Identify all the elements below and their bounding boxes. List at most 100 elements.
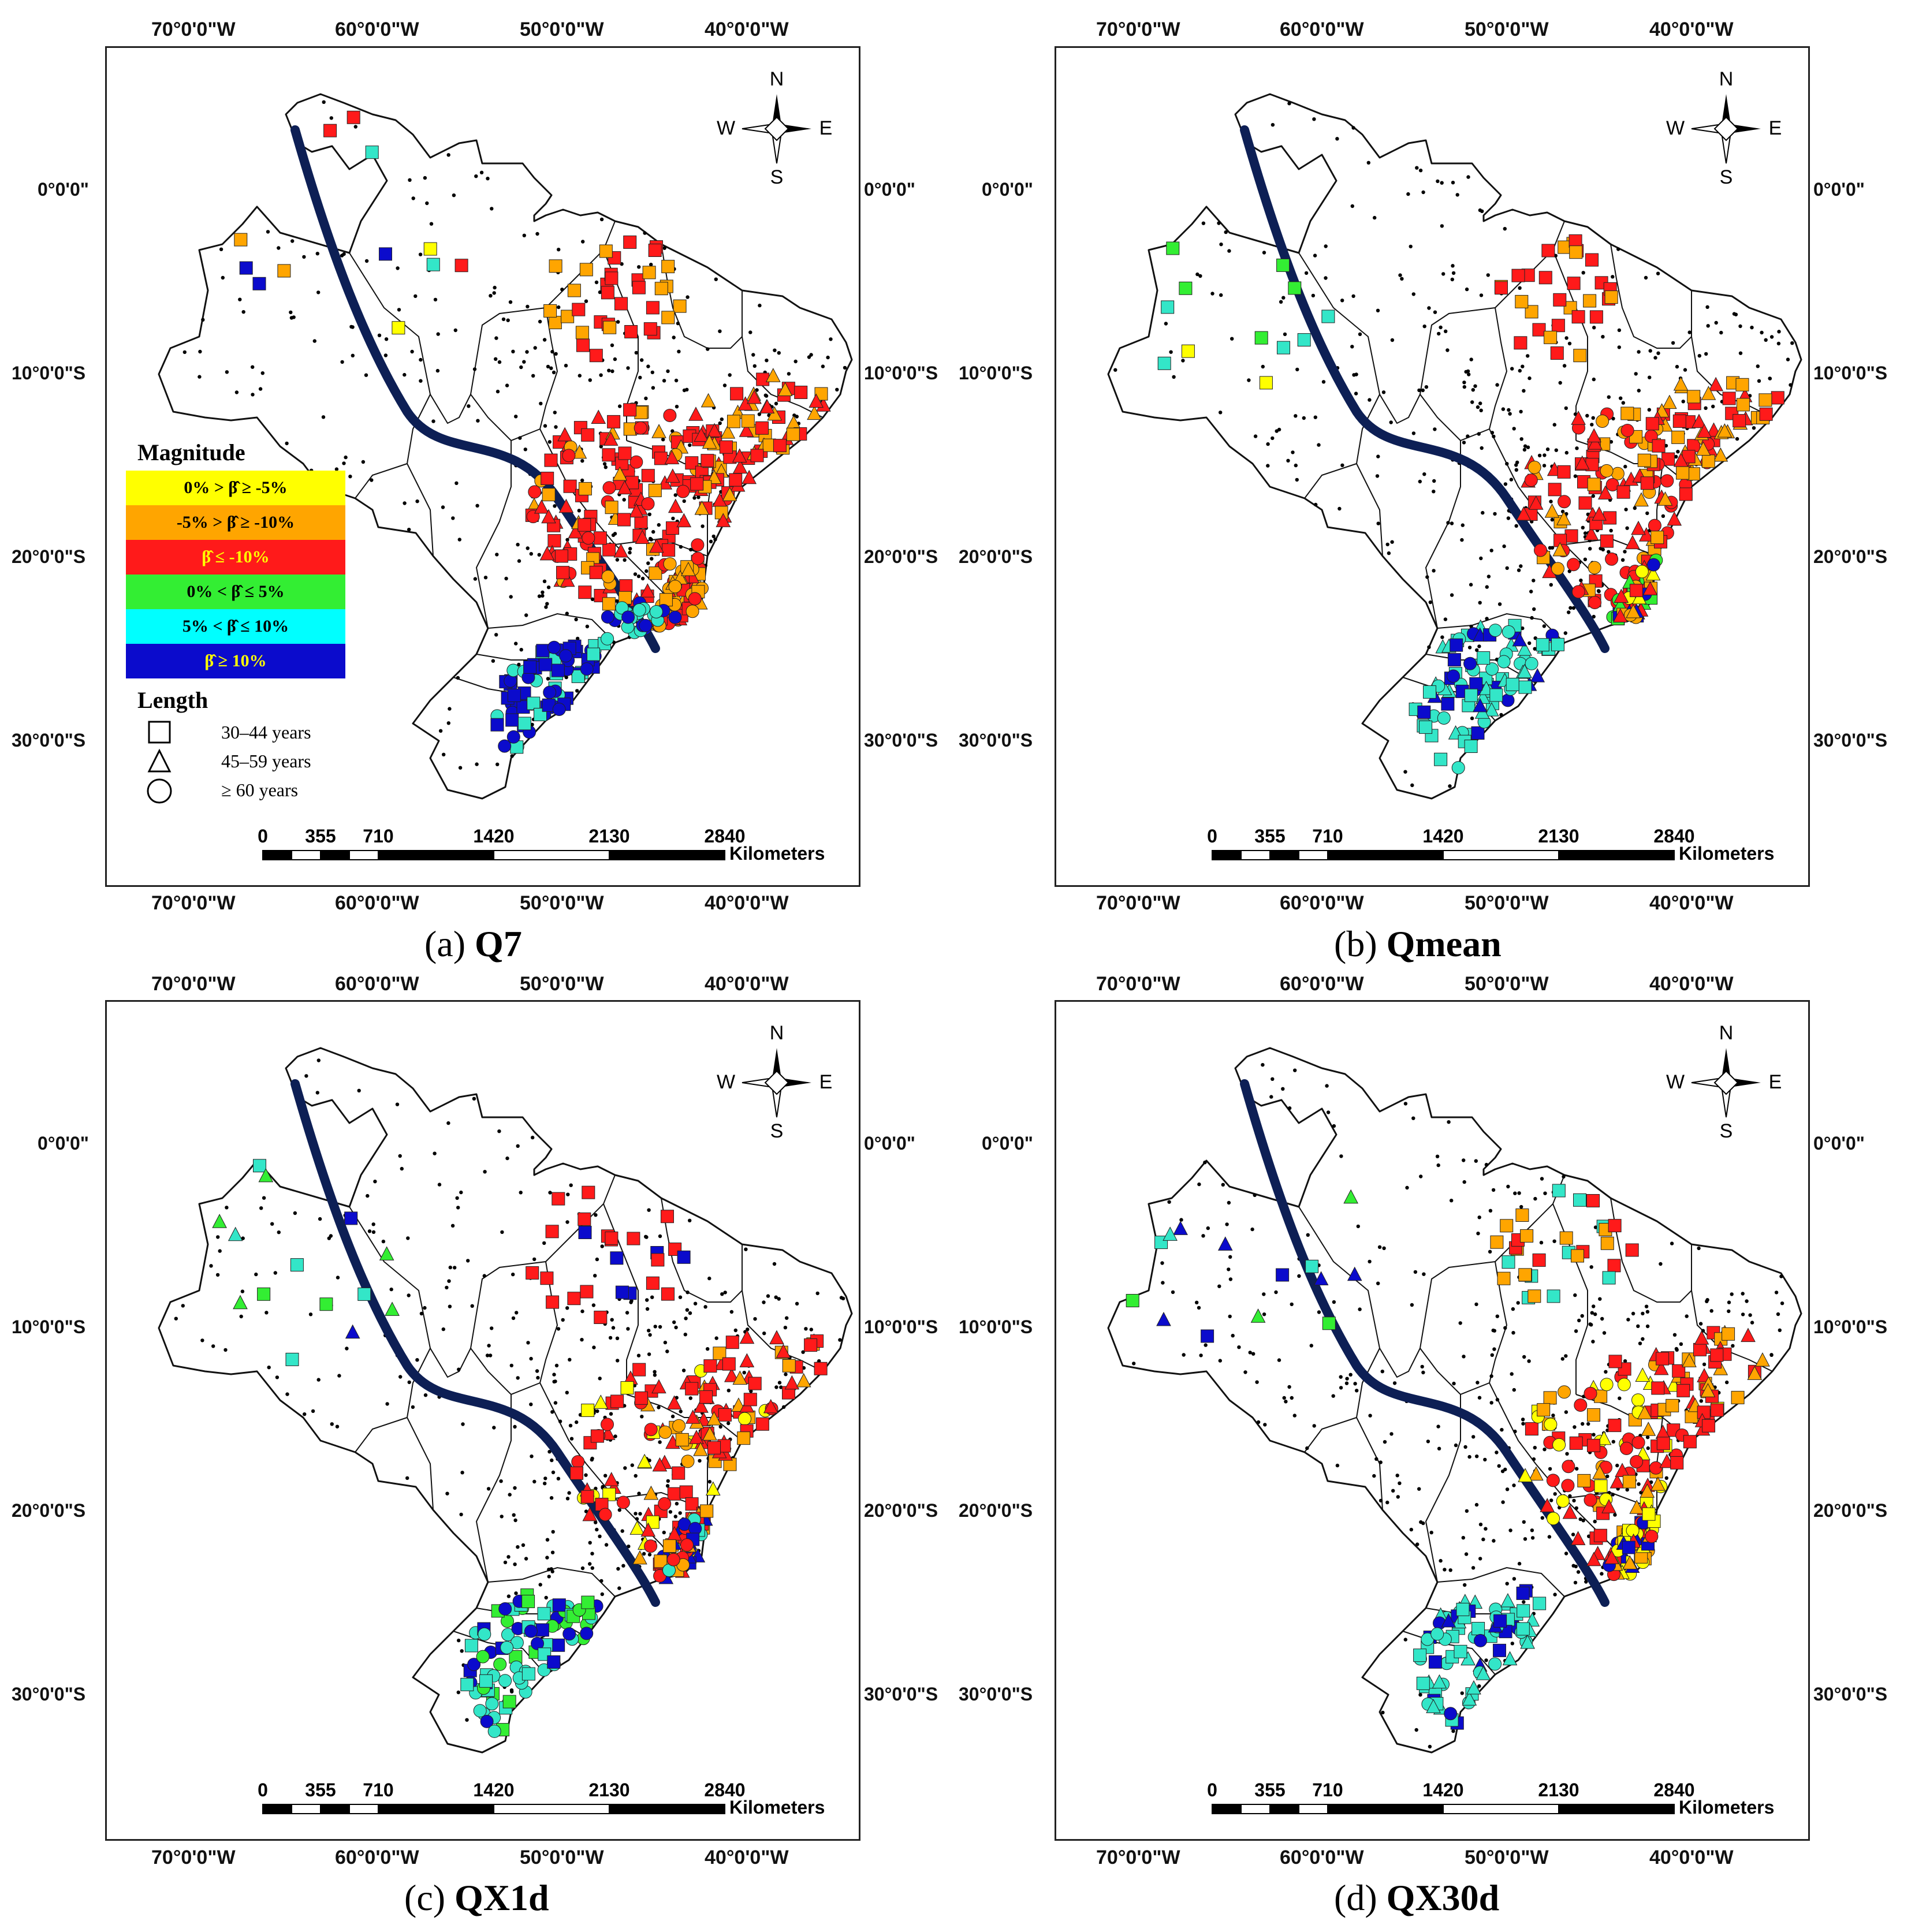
station-dot	[554, 1363, 559, 1368]
station-dot	[674, 1325, 678, 1330]
station-square	[701, 454, 714, 468]
station-dot	[595, 1257, 599, 1262]
station-dot	[637, 265, 641, 269]
station-dot	[499, 1479, 503, 1483]
station-triangle	[720, 424, 736, 439]
station-dot	[182, 350, 187, 355]
station-square	[1527, 1289, 1541, 1303]
station-circle	[498, 739, 512, 753]
station-dot	[835, 387, 839, 391]
station-dot	[1469, 357, 1473, 361]
station-dot	[1287, 1385, 1291, 1389]
station-dot	[526, 304, 530, 309]
station-square	[1536, 638, 1549, 652]
station-square	[654, 1554, 668, 1568]
station-dot	[726, 1421, 731, 1426]
station-dot	[567, 1491, 571, 1495]
station-dot	[1113, 368, 1117, 372]
station-dot	[565, 1390, 569, 1394]
station-dot	[746, 1327, 750, 1331]
station-dot	[640, 358, 644, 362]
station-dot	[553, 504, 557, 508]
station-dot	[598, 290, 602, 294]
station-dot	[1373, 215, 1377, 220]
station-circle	[1660, 474, 1674, 488]
basin-border	[742, 1244, 824, 1372]
compass-label-w: W	[717, 117, 735, 139]
station-dot	[1479, 293, 1484, 297]
station-dot	[397, 308, 401, 312]
station-triangle	[1596, 1430, 1612, 1445]
station-dot	[1348, 1372, 1353, 1377]
station-dot	[1385, 1500, 1389, 1505]
station-circle	[543, 685, 557, 699]
station-dot	[1581, 1422, 1585, 1426]
station-dot	[221, 275, 225, 280]
station-dot	[1405, 1185, 1409, 1190]
station-dot	[1725, 1380, 1729, 1385]
station-dot	[285, 1392, 289, 1396]
station-dot	[442, 752, 446, 757]
station-dot	[1644, 1304, 1649, 1308]
station-dot	[308, 1312, 313, 1316]
station-dot	[1592, 1304, 1596, 1308]
station-square	[1603, 511, 1617, 525]
station-dot	[1266, 442, 1270, 446]
station-dot	[1626, 1318, 1630, 1322]
station-triangle	[1701, 386, 1716, 400]
station-dot	[1533, 647, 1537, 651]
station-dot	[765, 359, 769, 363]
station-dot	[1470, 400, 1474, 404]
station-dot	[1502, 544, 1506, 549]
station-dot	[1440, 181, 1444, 185]
station-dot	[1314, 502, 1318, 507]
station-dot	[544, 605, 548, 609]
station-dot	[509, 595, 513, 599]
station-dot	[594, 1520, 598, 1524]
station-circle	[1584, 1386, 1597, 1400]
station-dot	[1562, 1174, 1566, 1179]
station-dot	[649, 263, 653, 267]
station-dot	[275, 1375, 280, 1379]
station-dot	[312, 339, 316, 343]
station-dot	[607, 368, 611, 372]
station-square	[707, 1441, 721, 1454]
lon-bot-2: 60°0'0"W	[335, 892, 419, 914]
station-dot	[1550, 517, 1554, 522]
station-dot	[456, 1206, 460, 1210]
station-dot	[1641, 1337, 1645, 1341]
station-dot	[408, 178, 412, 182]
station-triangle	[1517, 641, 1532, 656]
station-dot	[783, 1326, 788, 1330]
station-dot	[1641, 1311, 1645, 1316]
lat-left-2: 10°0'0"S	[959, 363, 1033, 383]
station-circle	[1501, 693, 1515, 707]
station-dot	[1474, 1502, 1479, 1507]
station-dot	[718, 329, 722, 333]
station-dot	[529, 1403, 533, 1407]
station-dot	[334, 467, 339, 471]
station-triangle	[1604, 1550, 1619, 1564]
scale-bar-segment	[378, 850, 494, 860]
station-dot	[277, 1230, 281, 1234]
station-dot	[1439, 325, 1443, 330]
station-dot	[403, 372, 407, 377]
station-square	[1652, 439, 1666, 453]
lon-top-3: 50°0'0"W	[520, 973, 604, 995]
station-dot	[1340, 463, 1344, 467]
station-circle	[1502, 625, 1515, 639]
station-dot	[437, 1183, 442, 1187]
station-dot	[1231, 1334, 1235, 1338]
station-dot	[774, 401, 778, 406]
legend-magnitude-row-2: -5% > β̂ ≥ -10%	[126, 505, 345, 540]
station-dot	[1413, 1270, 1418, 1274]
scale-bar-segment	[493, 850, 610, 860]
station-dot	[1573, 1293, 1577, 1297]
station-dot	[1376, 454, 1380, 458]
station-dot	[216, 1235, 220, 1239]
station-triangle	[1570, 1531, 1586, 1545]
station-dot	[1581, 271, 1585, 275]
station-dot	[1738, 351, 1743, 355]
scale-bar-segment	[493, 1804, 610, 1814]
lat-right-4: 30°0'0"S	[864, 1684, 938, 1705]
